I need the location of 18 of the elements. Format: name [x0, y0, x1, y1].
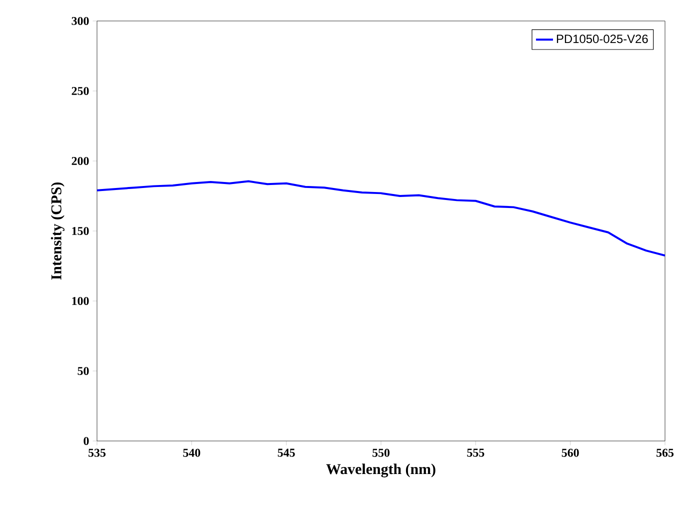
y-tick-label: 150 [72, 226, 89, 236]
legend-label: PD1050-025-V26 [556, 34, 648, 44]
y-axis-title: Intensity (CPS) [50, 182, 64, 280]
y-tick-label: 50 [78, 366, 89, 376]
y-tick-label: 250 [72, 86, 89, 96]
y-tick-label: 200 [72, 156, 89, 166]
x-tick-label: 555 [467, 448, 484, 457]
x-axis-title: Wavelength (nm) [326, 464, 436, 478]
y-tick-label: 300 [72, 16, 89, 26]
y-tick-label: 100 [72, 296, 89, 306]
x-tick-label: 545 [278, 448, 295, 457]
x-tick-label: 540 [183, 448, 200, 457]
y-tick-label: 0 [84, 436, 89, 446]
x-tick-label: 565 [656, 448, 674, 457]
x-tick-label: 550 [372, 448, 390, 457]
x-tick-label: 560 [562, 448, 579, 457]
line-series [97, 180, 666, 256]
x-tick-label: 535 [88, 448, 106, 457]
